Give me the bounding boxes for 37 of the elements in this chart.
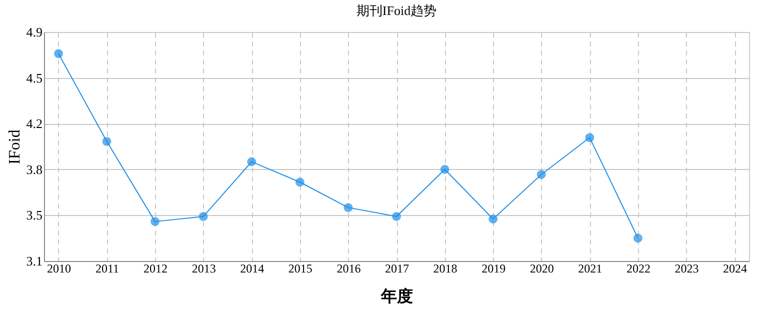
y-tick-label: 4.5: [26, 70, 42, 86]
y-tick-label: 4.2: [26, 116, 42, 132]
x-tick-label: 2014: [240, 262, 264, 276]
point: [440, 164, 450, 174]
point: [488, 214, 498, 224]
point: [150, 217, 160, 226]
point: [392, 212, 401, 221]
x-tick-label: 2019: [482, 262, 506, 276]
point: [633, 234, 642, 243]
y-axis-title: IFoid: [6, 130, 24, 164]
point: [54, 49, 63, 58]
x-axis-title: 年度: [380, 286, 413, 306]
x-tick-label: 2015: [288, 262, 312, 276]
x-tick-label: 2021: [578, 262, 602, 276]
y-tick-label: 3.1: [26, 254, 42, 268]
point: [198, 212, 208, 221]
x-tick-label: 2022: [626, 262, 650, 276]
point: [585, 133, 594, 142]
x-tick-label: 2010: [46, 262, 71, 276]
point: [295, 178, 304, 187]
y-tick-label: 3.5: [26, 208, 42, 223]
point: [344, 203, 353, 212]
x-tick-label: 2017: [385, 262, 409, 276]
point: [247, 157, 256, 166]
point: [536, 170, 546, 179]
x-tick-label: 2018: [433, 262, 458, 276]
y-tick-label: 4.9: [26, 24, 42, 40]
chart-title: 期刊IFoid趋势: [356, 3, 437, 18]
point: [102, 136, 112, 146]
x-tick-label: 2023: [674, 262, 699, 276]
x-tick-label: 2012: [144, 262, 168, 276]
x-tick-label: 2013: [192, 262, 216, 276]
x-tick-label: 2016: [336, 262, 361, 276]
x-tick-label: 2011: [95, 262, 120, 276]
y-tick-label: 3.8: [26, 162, 42, 177]
x-tick-label: 2024: [723, 262, 748, 276]
x-tick-label: 2020: [530, 262, 554, 276]
